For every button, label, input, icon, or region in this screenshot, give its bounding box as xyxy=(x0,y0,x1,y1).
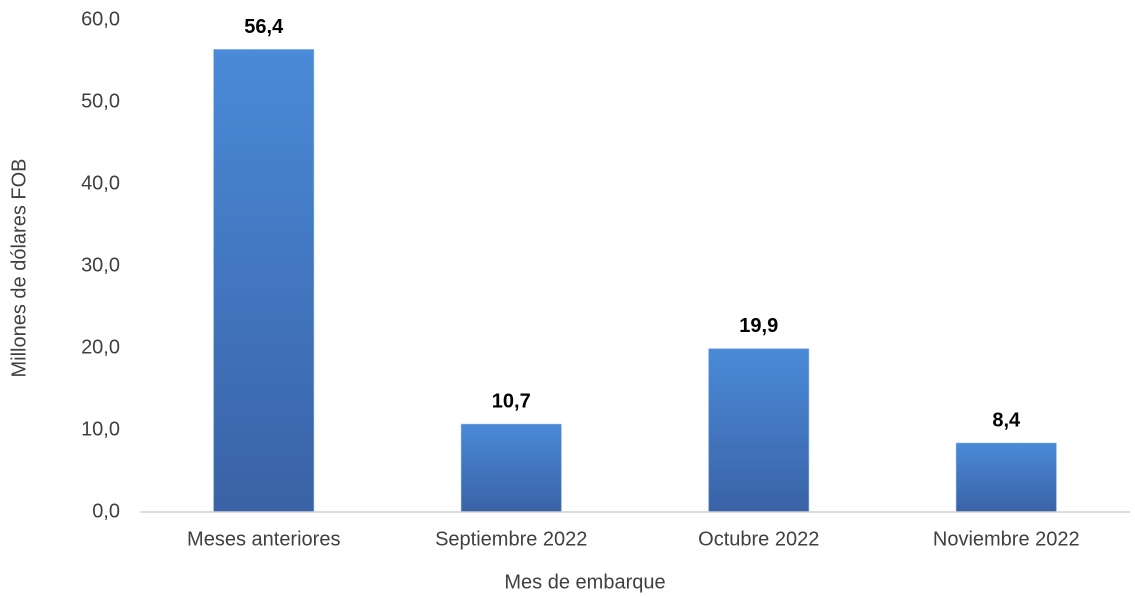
bar xyxy=(213,49,315,513)
bar xyxy=(708,348,810,513)
x-tick-label: Septiembre 2022 xyxy=(435,528,587,550)
y-tick-label: 40,0 xyxy=(81,172,120,194)
y-tick-label: 50,0 xyxy=(81,90,120,112)
y-tick-label: 30,0 xyxy=(81,254,120,276)
value-label: 19,9 xyxy=(739,315,778,337)
x-tick-label: Octubre 2022 xyxy=(698,528,819,550)
value-label: 56,4 xyxy=(244,16,284,38)
bar xyxy=(955,442,1057,513)
x-tick-label: Meses anteriores xyxy=(187,528,340,550)
y-tick-label: 0,0 xyxy=(92,500,120,522)
y-tick-label: 20,0 xyxy=(81,336,120,358)
bar xyxy=(460,423,562,513)
value-label: 8,4 xyxy=(992,409,1021,431)
y-axis-label: Millones de dólares FOB xyxy=(8,159,30,378)
x-axis-label: Mes de embarque xyxy=(504,571,665,593)
y-tick-label: 10,0 xyxy=(81,418,120,440)
x-tick-label: Noviembre 2022 xyxy=(933,528,1080,550)
value-label: 10,7 xyxy=(492,391,531,413)
y-tick-label: 60,0 xyxy=(81,8,120,30)
